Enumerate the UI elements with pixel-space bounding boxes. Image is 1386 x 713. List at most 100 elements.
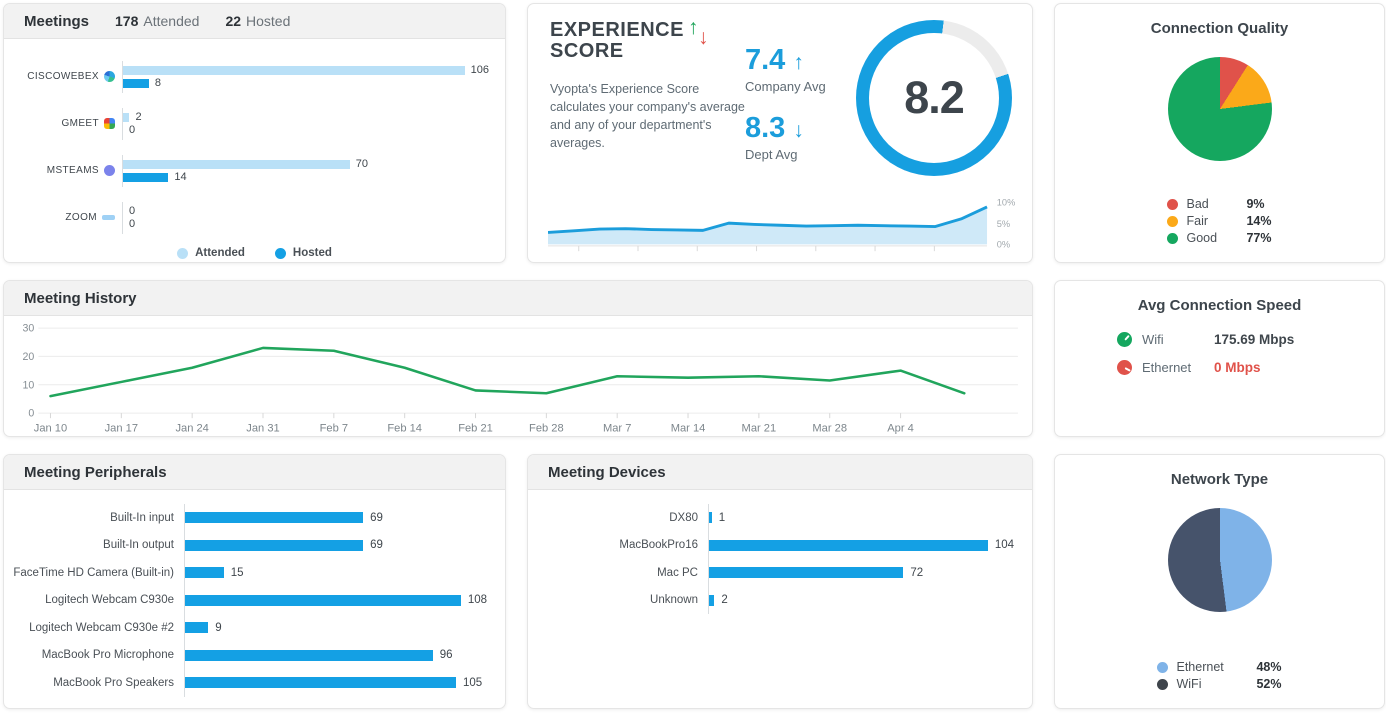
- hosted-bar[interactable]: [123, 78, 149, 88]
- bar[interactable]: [185, 539, 364, 551]
- network-type-pie[interactable]: [1167, 508, 1272, 612]
- connection-quality-title: Connection Quality: [1150, 20, 1289, 37]
- meetings-category-label: ZOOM: [4, 212, 122, 223]
- svg-text:Mar 14: Mar 14: [671, 422, 706, 434]
- avg-connection-speed-title: Avg Connection Speed: [1137, 297, 1302, 314]
- bar-value: 0: [129, 124, 136, 136]
- bar-value: 15: [230, 566, 244, 579]
- legend-label: Ethernet: [1176, 660, 1224, 674]
- meeting-peripherals-bar-chart[interactable]: Built-In input 69 Built-In output 69 FaceTim…: [4, 490, 505, 708]
- legend-dot-icon: [1157, 678, 1169, 690]
- meeting-history-line-chart[interactable]: 0 10 20 30 Jan 10 Jan 17 Jan 24 Jan 31 Feb 7 Feb …: [4, 316, 1032, 436]
- bar[interactable]: [709, 539, 988, 551]
- attended-bar[interactable]: [123, 65, 465, 75]
- attended-bar[interactable]: [123, 112, 130, 122]
- svg-text:Jan 10: Jan 10: [34, 422, 67, 434]
- legend-dot-icon: [177, 247, 189, 259]
- legend-percent: 14%: [1246, 214, 1272, 228]
- experience-score-top: EXPERIENCE SCORE ↑ ↓ Vyopta's Experience …: [528, 4, 1032, 198]
- down-arrow-icon: ↓: [697, 26, 709, 49]
- meetings-category-row: CISCOWEBEX 106 8: [4, 53, 489, 100]
- bar[interactable]: [185, 567, 224, 579]
- meeting-devices-bar-chart[interactable]: DX80 1 MacBookPro16 104 Mac PC 72 Unknown 2: [528, 490, 1032, 708]
- bar-value: 69: [370, 511, 383, 524]
- legend-row-fair[interactable]: Fair 14%: [1167, 214, 1272, 228]
- bar-category-label: Built-In input: [110, 511, 174, 524]
- company-avg-stat: 7.4 ↑ Company Avg: [745, 44, 856, 94]
- bar[interactable]: [709, 567, 904, 579]
- bar[interactable]: [185, 622, 209, 634]
- category-name: GMEET: [61, 118, 99, 129]
- bar-category-label: MacBook Pro Speakers: [53, 676, 174, 689]
- gauge-inner: 8.2: [869, 33, 999, 163]
- experience-score-panel: EXPERIENCE SCORE ↑ ↓ Vyopta's Experience …: [527, 3, 1033, 263]
- svg-text:0: 0: [28, 408, 34, 420]
- svg-text:30: 30: [22, 323, 34, 335]
- bar-category-label: Unknown: [650, 594, 698, 607]
- bar-area: 108: [184, 586, 487, 614]
- svg-text:5%: 5%: [997, 219, 1010, 229]
- bar-row: Mac PC 72: [528, 559, 1014, 587]
- avg-connection-speed-rows: Wifi 175.69 Mbps Ethernet 0 Mbps: [1055, 314, 1384, 388]
- legend-row-bad[interactable]: Bad 9%: [1167, 197, 1271, 211]
- experience-score-intro: EXPERIENCE SCORE ↑ ↓ Vyopta's Experience …: [550, 16, 745, 198]
- bar[interactable]: [709, 512, 712, 524]
- attended-bar[interactable]: [123, 159, 350, 169]
- bar-row: 2: [123, 111, 489, 123]
- legend-dot-icon: [1167, 232, 1179, 244]
- meeting-history-title: Meeting History: [24, 289, 137, 307]
- bar-value: 2: [721, 594, 728, 607]
- bar-row: Logitech Webcam C930e 108: [4, 586, 487, 614]
- meeting-devices-panel: Meeting Devices DX80 1 MacBookPro16 104 Mac …: [527, 454, 1033, 709]
- legend-dot-icon: [1167, 215, 1179, 227]
- experience-score-stats: 7.4 ↑ Company Avg 8.3 ↓ Dept Avg: [745, 20, 856, 198]
- bar-category-label: Logitech Webcam C930e #2: [29, 621, 174, 634]
- bar[interactable]: [185, 594, 461, 606]
- bar-area: 72: [708, 559, 1014, 587]
- bar-value: 69: [370, 539, 383, 552]
- svg-text:Jan 24: Jan 24: [175, 422, 208, 434]
- legend-row-good[interactable]: Good 77%: [1167, 231, 1272, 245]
- svg-text:Feb 14: Feb 14: [387, 422, 422, 434]
- category-name: MSTEAMS: [46, 165, 99, 176]
- bar-row: DX80 1: [528, 504, 1014, 532]
- meetings-panel: Meetings 178 Attended 22 Hosted CISCOWEBEX…: [3, 3, 506, 263]
- bar-value: 2: [135, 111, 142, 123]
- bar-value: 106: [470, 64, 489, 76]
- experience-score-gauge[interactable]: 8.2: [856, 20, 1012, 176]
- dept-avg-label: Dept Avg: [745, 147, 798, 162]
- hosted-bar[interactable]: [123, 172, 169, 182]
- bar-row: 0: [123, 124, 489, 136]
- meetings-header: Meetings 178 Attended 22 Hosted: [4, 4, 505, 39]
- bar[interactable]: [185, 512, 364, 524]
- speed-value: 0 Mbps: [1214, 360, 1261, 375]
- legend-item-attended[interactable]: Attended: [177, 247, 245, 259]
- legend-row-wifi[interactable]: WiFi 52%: [1157, 677, 1282, 691]
- bar-value: 9: [215, 621, 222, 634]
- meeting-history-panel: Meeting History 0 10 20 30 Jan 10 Jan 17 Jan 2…: [3, 280, 1033, 437]
- legend-row-ethernet[interactable]: Ethernet 48%: [1157, 660, 1282, 674]
- bar[interactable]: [185, 677, 457, 689]
- meetings-bar-chart[interactable]: CISCOWEBEX 106 8 GMEET 2 0 MSTEAMS 70 14 ZOOM 0 0: [4, 39, 505, 241]
- legend-item-hosted[interactable]: Hosted: [274, 247, 332, 259]
- legend-percent: 9%: [1246, 197, 1265, 211]
- connection-quality-panel: Connection Quality Bad 9% Fair 14% Good 77%: [1054, 3, 1385, 263]
- experience-score-description: Vyopta's Experience Score calculates you…: [550, 82, 745, 151]
- bar[interactable]: [185, 649, 433, 661]
- bar-value: 0: [129, 205, 136, 217]
- bar[interactable]: [709, 594, 715, 606]
- bar-value: 105: [463, 676, 483, 689]
- meeting-devices-title: Meeting Devices: [548, 463, 666, 481]
- meeting-devices-header: Meeting Devices: [528, 455, 1032, 490]
- legend-label: Fair: [1186, 214, 1209, 228]
- meetings-category-row: ZOOM 0 0: [4, 194, 489, 241]
- bar-row: MacBookPro16 104: [528, 531, 1014, 559]
- msteams-icon: [104, 165, 115, 176]
- experience-sparkline-chart[interactable]: 10% 5% 0%: [528, 198, 1032, 262]
- network-type-legend[interactable]: Ethernet 48% WiFi 52%: [1157, 657, 1282, 694]
- meetings-legend[interactable]: Attended Hosted: [4, 241, 505, 262]
- meetings-category-row: MSTEAMS 70 14: [4, 147, 489, 194]
- connection-quality-legend[interactable]: Bad 9% Fair 14% Good 77%: [1167, 194, 1272, 248]
- connection-quality-pie[interactable]: [1167, 57, 1272, 161]
- svg-text:Apr 4: Apr 4: [887, 422, 914, 434]
